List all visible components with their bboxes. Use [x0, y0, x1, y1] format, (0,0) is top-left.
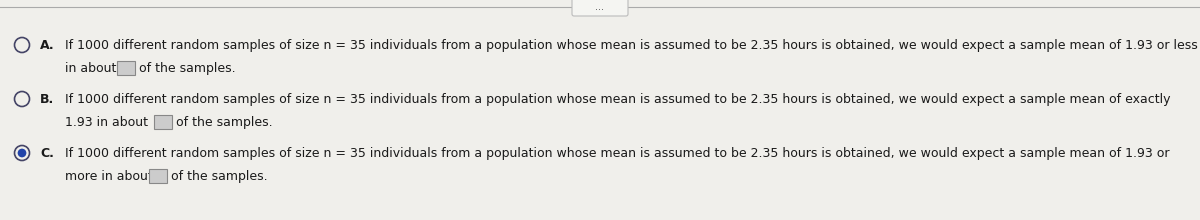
- Text: C.: C.: [40, 147, 54, 160]
- Bar: [154, 115, 172, 129]
- Circle shape: [18, 149, 26, 157]
- Text: of the samples.: of the samples.: [172, 169, 268, 183]
- Text: 1.93 in about: 1.93 in about: [65, 116, 148, 128]
- Bar: [118, 61, 134, 75]
- Text: in about: in about: [65, 62, 116, 75]
- Text: ...: ...: [595, 2, 605, 12]
- Text: If 1000 different random samples of size n = 35 individuals from a population wh: If 1000 different random samples of size…: [65, 147, 1170, 160]
- Circle shape: [14, 37, 30, 53]
- Text: B.: B.: [40, 92, 54, 106]
- FancyBboxPatch shape: [572, 0, 628, 16]
- Circle shape: [14, 92, 30, 106]
- Circle shape: [14, 145, 30, 161]
- Text: If 1000 different random samples of size n = 35 individuals from a population wh: If 1000 different random samples of size…: [65, 38, 1198, 51]
- Text: of the samples.: of the samples.: [176, 116, 272, 128]
- Text: A.: A.: [40, 38, 55, 51]
- Text: If 1000 different random samples of size n = 35 individuals from a population wh: If 1000 different random samples of size…: [65, 92, 1170, 106]
- Text: more in about: more in about: [65, 169, 152, 183]
- Text: of the samples.: of the samples.: [139, 62, 235, 75]
- Bar: [149, 169, 167, 183]
